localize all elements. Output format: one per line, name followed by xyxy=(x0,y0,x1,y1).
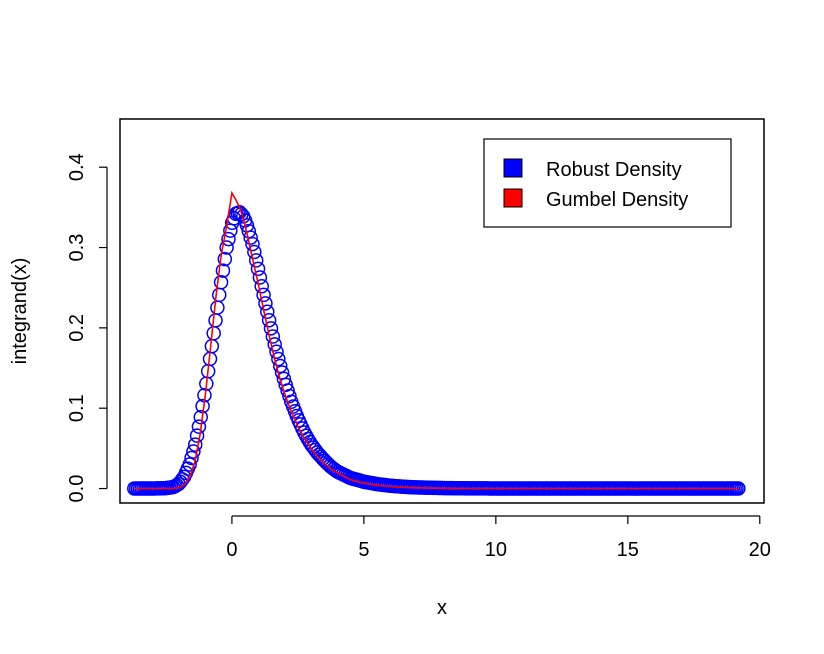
x-tick-label: 0 xyxy=(226,539,237,561)
robust-density-point xyxy=(248,253,264,268)
legend-label-gumbel-density: Gumbel Density xyxy=(546,189,688,211)
legend-swatch-robust-density xyxy=(503,158,523,178)
y-axis: 0.0 0.1 0.2 0.3 0.4 xyxy=(66,153,108,503)
robust-density-point xyxy=(189,428,205,443)
robust-density-point xyxy=(187,437,203,452)
robust-density-point xyxy=(208,313,223,328)
legend-label-robust-density: Robust Density xyxy=(546,159,682,181)
robust-density-point xyxy=(260,304,275,320)
robust-density-point xyxy=(184,450,199,466)
robust-density-point xyxy=(191,419,207,434)
robust-density-point xyxy=(261,312,277,328)
robust-density-point xyxy=(210,300,225,315)
robust-density-point xyxy=(247,244,262,260)
robust-density-point xyxy=(254,278,269,294)
x-tick-label: 10 xyxy=(485,539,507,561)
x-tick-label: 5 xyxy=(358,539,369,561)
robust-density-point xyxy=(221,231,236,247)
x-tick-label: 20 xyxy=(749,539,771,561)
robust-density-point xyxy=(267,337,282,352)
series-robust-density xyxy=(127,205,746,496)
robust-density-point xyxy=(250,261,266,277)
robust-density-point xyxy=(206,326,221,341)
x-tick-label: 15 xyxy=(617,539,639,561)
y-tick-label: 0.1 xyxy=(66,394,88,422)
robust-density-point xyxy=(219,240,234,255)
y-axis-title: integrand(x) xyxy=(9,258,31,365)
legend-swatch-gumbel-density xyxy=(503,188,523,208)
robust-density-point xyxy=(271,351,286,367)
robust-density-point xyxy=(269,344,284,359)
robust-density-point xyxy=(215,263,231,278)
robust-density-point xyxy=(272,358,288,374)
robust-density-point xyxy=(282,388,297,404)
robust-density-point xyxy=(211,287,227,303)
y-tick-label: 0.4 xyxy=(66,153,88,181)
robust-density-point xyxy=(243,230,258,245)
y-tick-label: 0.2 xyxy=(66,314,88,342)
x-axis-title: x xyxy=(437,597,447,619)
robust-density-point xyxy=(186,444,201,459)
robust-density-point xyxy=(241,223,257,239)
series-layer xyxy=(127,190,746,496)
robust-density-point xyxy=(217,251,233,267)
gumbel-density-line xyxy=(134,190,739,490)
robust-density-point xyxy=(265,329,281,344)
robust-density-point xyxy=(182,457,197,472)
robust-density-point xyxy=(252,270,268,285)
y-tick-label: 0.3 xyxy=(66,234,88,262)
robust-density-point xyxy=(315,451,330,466)
robust-density-point xyxy=(263,321,279,336)
robust-density-point xyxy=(213,275,229,290)
legend: Robust Density Gumbel Density xyxy=(483,138,732,228)
robust-density-point xyxy=(256,287,271,303)
plot-frame xyxy=(119,118,765,504)
legend-box xyxy=(483,138,732,228)
robust-density-point xyxy=(245,236,260,252)
x-axis: 0 5 10 15 20 xyxy=(226,515,771,561)
robust-density-point xyxy=(304,437,319,453)
y-tick-label: 0.0 xyxy=(66,475,88,503)
robust-density-point xyxy=(258,296,273,311)
